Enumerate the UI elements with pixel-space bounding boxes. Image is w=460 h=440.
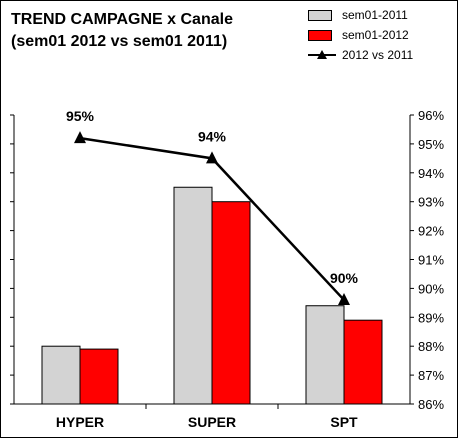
legend-item-sem01-2012: sem01-2012 — [308, 25, 413, 45]
right-axis-tick-label: 91% — [418, 253, 444, 268]
x-axis-tick-label: SUPER — [188, 414, 236, 430]
line-data-label: 95% — [66, 108, 95, 124]
bar-sem01-2012-SPT — [343, 319, 383, 405]
right-axis-tick-label: 86% — [418, 397, 444, 412]
line-data-label: 90% — [330, 270, 359, 286]
right-axis-tick-label: 87% — [418, 368, 444, 383]
bar-sem01-2011-SUPER — [173, 186, 213, 405]
bar-sem01-2012-SUPER — [211, 201, 251, 405]
x-axis-tick-label: HYPER — [56, 414, 104, 430]
legend-swatch-sem01-2011 — [308, 9, 332, 21]
right-axis-tick-label: 90% — [418, 281, 444, 296]
right-axis-tick-label: 92% — [418, 224, 444, 239]
legend-label-2012-vs-2011: 2012 vs 2011 — [342, 48, 414, 62]
right-axis-tick-label: 88% — [418, 339, 444, 354]
line-data-label: 94% — [198, 128, 227, 144]
right-axis-tick-label: 96% — [418, 108, 444, 123]
bar-sem01-2011-SPT — [305, 305, 345, 405]
chart-title: TREND CAMPAGNE x Canale (sem01 2012 vs s… — [11, 9, 233, 53]
line-marker-triangle — [338, 292, 350, 305]
legend-item-sem01-2011: sem01-2011 — [308, 5, 413, 25]
right-axis-tick-label: 95% — [418, 137, 444, 152]
legend-label-sem01-2012: sem01-2012 — [342, 28, 409, 42]
bar-sem01-2011-HYPER — [41, 345, 81, 405]
bar-sem01-2012-HYPER — [79, 348, 119, 405]
chart-title-line-2: (sem01 2012 vs sem01 2011) — [11, 33, 228, 50]
legend: sem01-2011 sem01-2012 2012 vs 2011 — [308, 5, 413, 65]
line-marker-triangle — [74, 131, 86, 144]
right-axis-tick-label: 93% — [418, 195, 444, 210]
legend-swatch-sem01-2012 — [308, 29, 332, 41]
x-axis-tick-label: SPT — [330, 414, 358, 430]
legend-line-marker-icon — [308, 50, 336, 59]
chart-title-line-1: TREND CAMPAGNE x Canale — [11, 11, 233, 28]
legend-label-sem01-2011: sem01-2011 — [342, 8, 408, 22]
legend-item-2012-vs-2011: 2012 vs 2011 — [308, 45, 413, 65]
right-axis-tick-label: 94% — [418, 166, 444, 181]
right-axis-tick-label: 89% — [418, 310, 444, 325]
line-marker-triangle — [206, 151, 218, 164]
